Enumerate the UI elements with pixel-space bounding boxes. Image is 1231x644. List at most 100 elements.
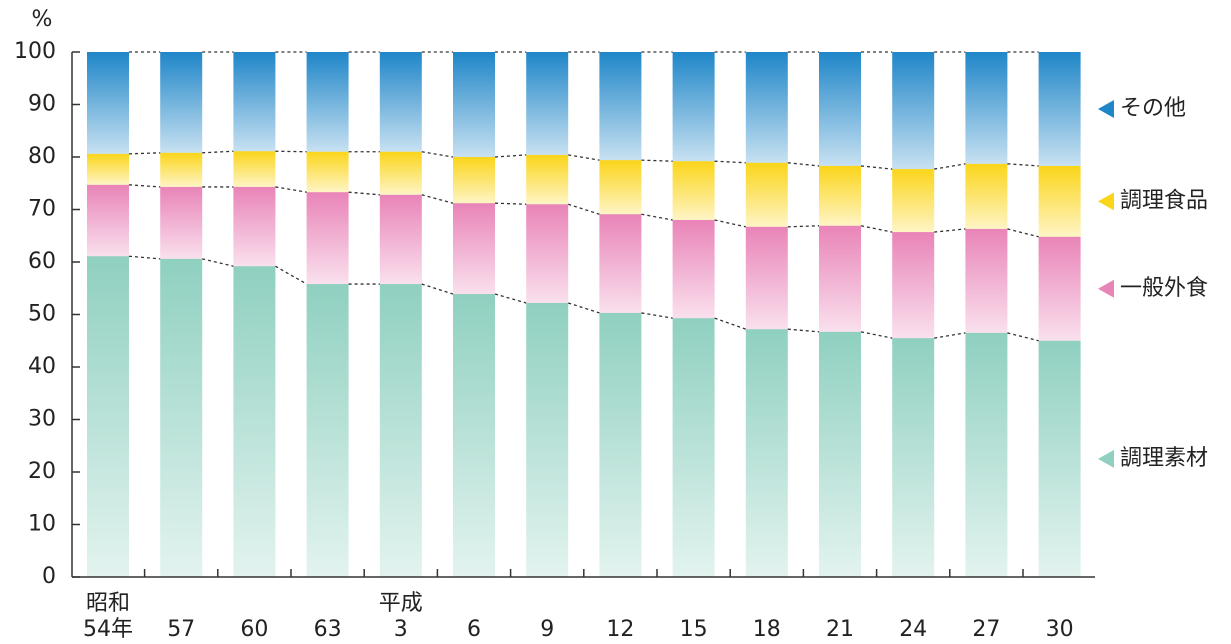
- bar-segment: [745, 52, 788, 163]
- bar-segment: [672, 161, 715, 220]
- bar-segment: [379, 284, 422, 577]
- legend-marker: [1098, 99, 1114, 118]
- bar-segment: [453, 52, 495, 157]
- bar-segment: [672, 318, 715, 577]
- x-tick-label: 12: [606, 617, 634, 642]
- y-tick-label: 30: [28, 407, 56, 432]
- connector: [202, 150, 234, 154]
- bar-segment: [160, 152, 203, 187]
- x-tick-label: 18: [753, 617, 781, 642]
- bar-segment: [599, 52, 642, 161]
- y-tick-label: 0: [42, 564, 56, 589]
- connector: [421, 151, 454, 158]
- connector: [934, 163, 966, 170]
- legend-marker: [1098, 279, 1114, 298]
- legend-label: 調理素材: [1120, 446, 1208, 471]
- x-tick-label: 54年: [83, 617, 133, 642]
- bar-segment: [965, 228, 1008, 333]
- bar-segment: [965, 52, 1008, 164]
- bar-segment: [892, 338, 935, 577]
- legend-marker: [1098, 449, 1114, 468]
- bar-segment: [599, 160, 642, 215]
- connector: [568, 203, 600, 215]
- bar-segment: [379, 151, 422, 195]
- bar-segment: [87, 256, 129, 577]
- bar-segment: [453, 203, 495, 295]
- bar-segment: [745, 329, 788, 577]
- bar-segment: [233, 52, 276, 152]
- connector: [787, 328, 820, 333]
- bar-segment: [819, 331, 861, 577]
- connector: [1007, 228, 1039, 238]
- bar-segment: [379, 194, 422, 285]
- connector: [275, 265, 307, 285]
- bar-segment: [526, 52, 569, 155]
- connector: [934, 228, 966, 233]
- bar-segment: [233, 266, 276, 577]
- connector: [860, 331, 893, 339]
- y-tick-label: 80: [28, 144, 56, 169]
- y-tick-label: 40: [28, 354, 56, 379]
- bar-segment: [87, 184, 129, 257]
- legend-label: 一般外食: [1120, 276, 1208, 301]
- bar-segment: [1038, 52, 1081, 166]
- bar-segment: [819, 52, 861, 166]
- y-tick-label: 20: [28, 459, 56, 484]
- connector: [714, 317, 747, 330]
- bar-segment: [965, 332, 1008, 577]
- legend-marker: [1098, 192, 1114, 211]
- y-unit: %: [32, 7, 53, 32]
- connector: [787, 225, 820, 228]
- bar-segment: [1038, 340, 1081, 577]
- connector: [494, 202, 527, 205]
- connector: [860, 225, 893, 233]
- bar-segment: [672, 220, 715, 319]
- y-tick-label: 90: [28, 92, 56, 117]
- bar-segment: [306, 52, 349, 152]
- bar-segment: [965, 163, 1008, 229]
- bar-segment: [379, 52, 422, 152]
- bar-segment: [599, 312, 642, 577]
- connector: [128, 255, 161, 260]
- bar-segment: [453, 294, 495, 577]
- connector: [128, 184, 161, 188]
- connector: [128, 152, 161, 155]
- bar-segment: [233, 186, 276, 267]
- bar-segment: [745, 162, 788, 227]
- x-tick-label: 63: [314, 617, 342, 642]
- x-tick-label: 6: [467, 617, 481, 642]
- bar-segment: [233, 151, 276, 187]
- connector: [494, 154, 527, 158]
- x-tick-label: 3: [394, 617, 408, 642]
- y-tick-label: 10: [28, 512, 56, 537]
- era-label: 平成: [379, 591, 423, 616]
- connector: [641, 159, 673, 162]
- connector: [714, 160, 746, 164]
- bar-segment: [1038, 236, 1081, 341]
- x-tick-label: 9: [540, 617, 554, 642]
- connector: [714, 219, 746, 228]
- bar-segment: [87, 153, 129, 185]
- connector: [641, 312, 673, 319]
- bar-segment: [453, 157, 495, 204]
- bar-segment: [892, 52, 935, 170]
- connector: [1007, 163, 1039, 167]
- connector: [494, 293, 527, 304]
- connector: [641, 213, 673, 221]
- x-tick-label: 60: [240, 617, 268, 642]
- connector: [860, 165, 893, 170]
- bar-segment: [599, 214, 642, 313]
- y-tick-label: 70: [28, 197, 56, 222]
- x-tick-label: 27: [972, 617, 1000, 642]
- connector: [275, 186, 307, 193]
- y-tick-label: 100: [14, 39, 56, 64]
- bar-segment: [160, 258, 203, 577]
- x-tick-label: 57: [167, 617, 195, 642]
- bar-segment: [745, 226, 788, 330]
- connector: [202, 258, 234, 267]
- bar-segment: [672, 52, 715, 162]
- bar-segment: [892, 232, 935, 339]
- x-tick-label: 15: [680, 617, 708, 642]
- connector: [421, 283, 454, 295]
